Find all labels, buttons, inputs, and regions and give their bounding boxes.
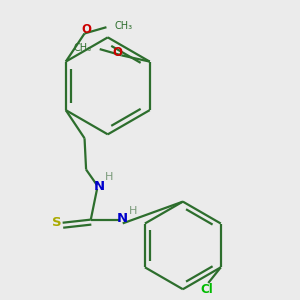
Text: H: H xyxy=(105,172,113,182)
Text: S: S xyxy=(52,216,62,229)
Text: Cl: Cl xyxy=(200,284,213,296)
Text: CH₃: CH₃ xyxy=(114,21,132,31)
Text: O: O xyxy=(113,46,123,59)
Text: N: N xyxy=(94,180,105,193)
Text: CH₃: CH₃ xyxy=(74,43,92,52)
Text: H: H xyxy=(128,206,137,216)
Text: N: N xyxy=(117,212,128,226)
Text: O: O xyxy=(81,23,91,36)
